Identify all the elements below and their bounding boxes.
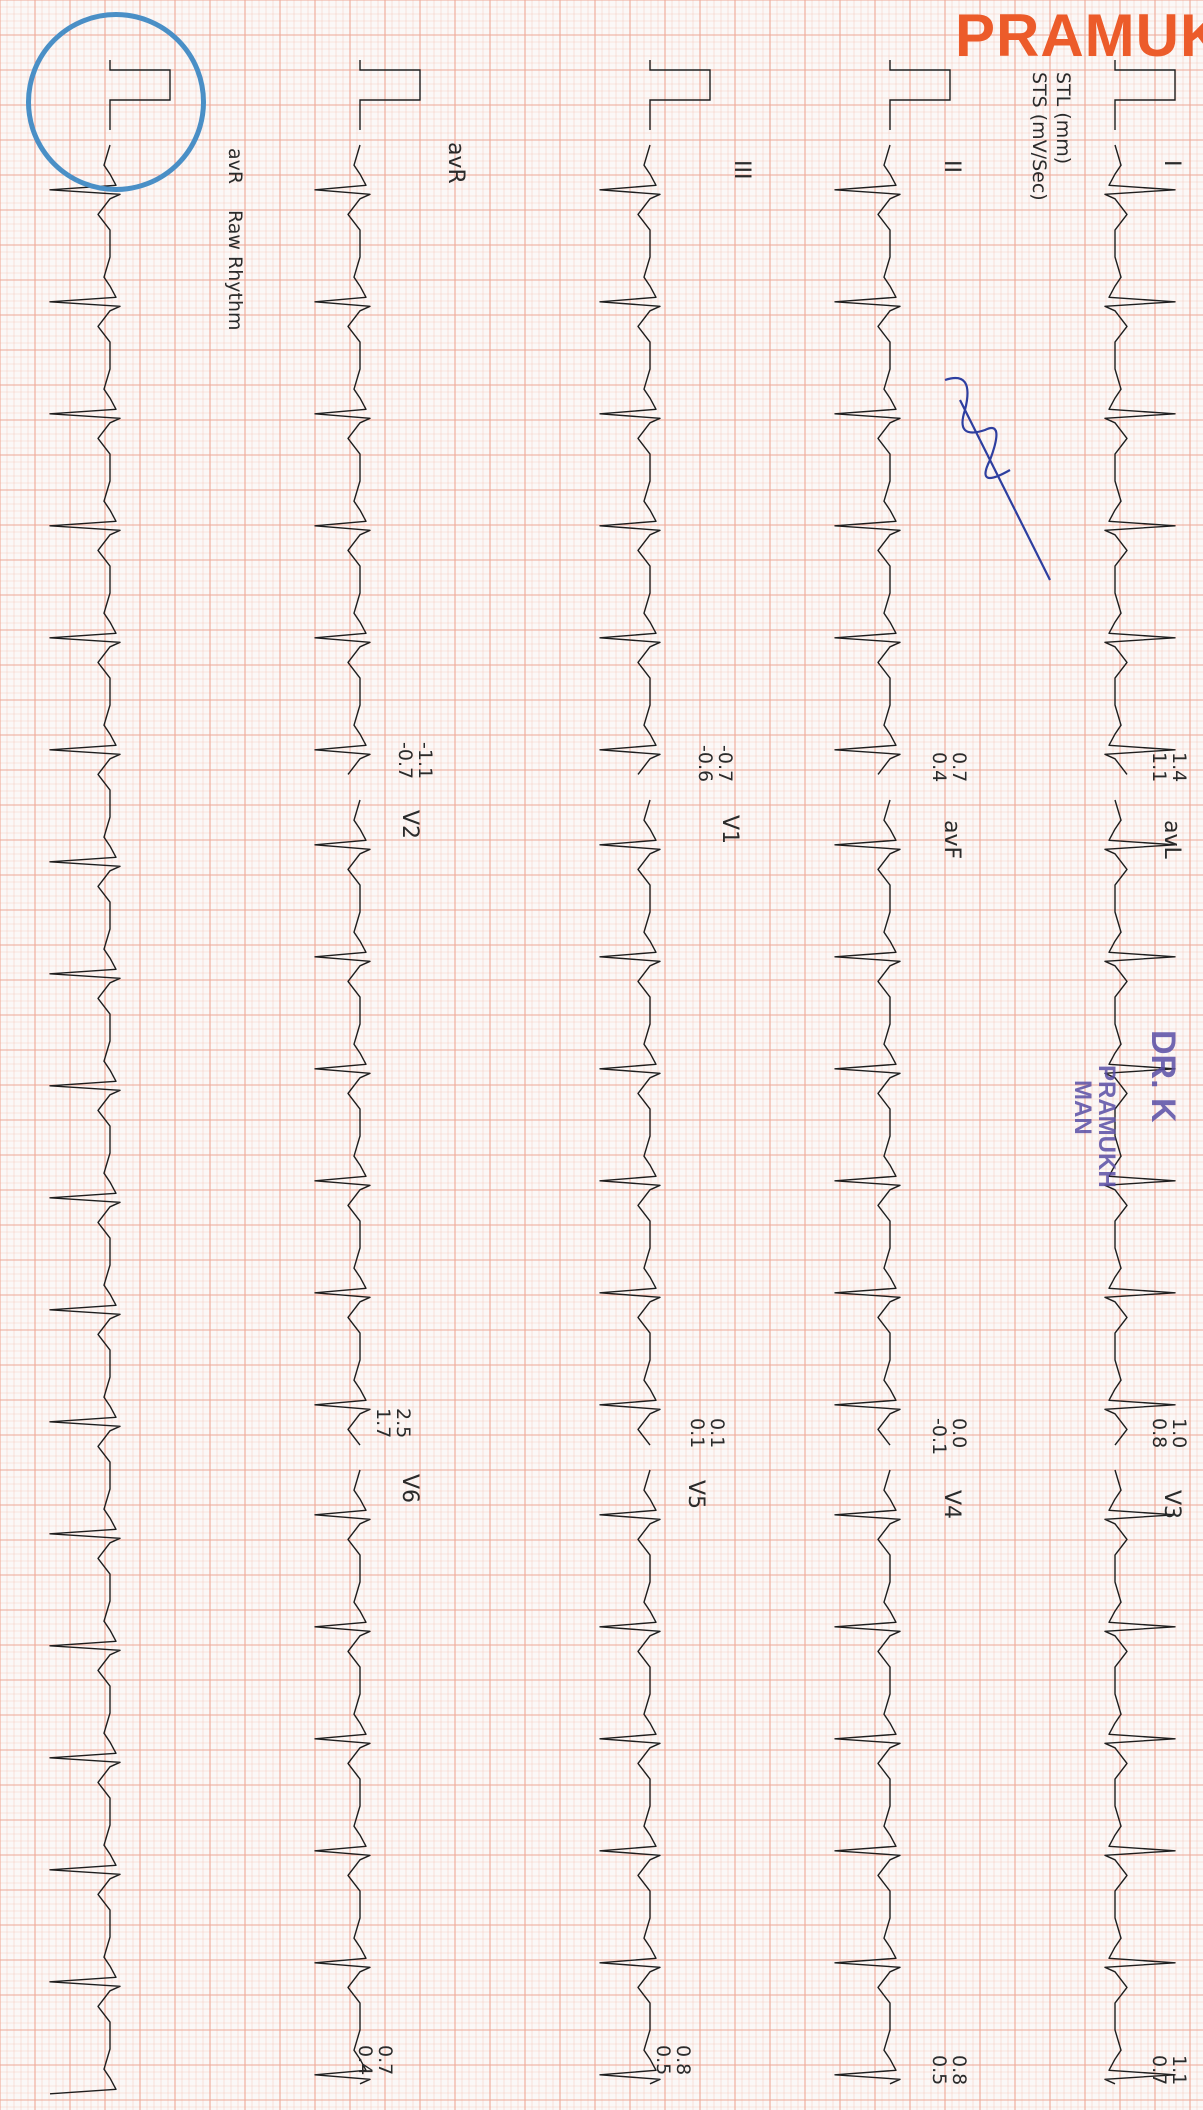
ecg-trace-row-4-seg-3 xyxy=(314,1469,371,2085)
lead-label-V2: V2 xyxy=(397,810,422,840)
sts-value-V3: 0.7 xyxy=(1148,2055,1170,2086)
lead-label-avL: avL xyxy=(1159,820,1184,859)
stl-value-III: -0.7 xyxy=(714,745,736,783)
stl-value-V2: 2.5 xyxy=(392,1408,414,1439)
ecg-trace-row-3-seg-1 xyxy=(599,144,661,775)
calibration-pulse-row-4 xyxy=(359,60,421,130)
ecg-trace-row-1-seg-3 xyxy=(1104,1469,1176,2085)
sts-value-II: 0.4 xyxy=(928,752,950,783)
ecg-trace-row-4-seg-2 xyxy=(314,799,371,1446)
lead-label-V6: V6 xyxy=(397,1474,422,1504)
rhythm-title: Raw Rhythm xyxy=(224,210,246,331)
stl-value-V3: 1.1 xyxy=(1168,2055,1190,2086)
lead-label-II: II xyxy=(939,160,964,173)
ecg-trace-row-3-seg-2 xyxy=(599,799,661,1446)
stamp-name: DR. K xyxy=(1144,1030,1182,1123)
lead-label-V4: V4 xyxy=(939,1490,964,1520)
brand-title: PRAMUK xyxy=(955,2,1203,69)
sts-value-I: 1.1 xyxy=(1148,752,1170,783)
sts-value-avR: -0.7 xyxy=(394,742,416,780)
calibration-pulse-row-2 xyxy=(889,60,951,130)
stl-value-V6: 0.7 xyxy=(374,2045,396,2076)
stl-value-V1: 0.1 xyxy=(706,1418,728,1449)
lead-label-I: I xyxy=(1159,160,1184,167)
ecg-trace-row-3-seg-3 xyxy=(599,1469,661,2085)
rhythm-lead-label: avR xyxy=(224,148,246,185)
logo-circle-icon xyxy=(26,12,206,192)
sts-value-V4: 0.5 xyxy=(928,2055,950,2086)
legend-stl: STL (mm) xyxy=(1052,72,1074,165)
ecg-trace-row-2-seg-1 xyxy=(834,144,901,775)
stl-value-I: 1.4 xyxy=(1168,752,1190,783)
ecg-trace-row-2-seg-3 xyxy=(834,1469,901,2085)
sts-value-V1: 0.1 xyxy=(686,1418,708,1449)
calibration-pulse-row-1 xyxy=(1114,60,1176,130)
lead-label-avF: avF xyxy=(939,820,964,860)
lead-label-V1: V1 xyxy=(717,815,742,845)
ecg-trace-rhythm xyxy=(49,144,121,2095)
signature-scribble xyxy=(944,377,1051,581)
stl-value-II: 0.7 xyxy=(948,752,970,783)
sts-value-avF: -0.1 xyxy=(928,1418,950,1456)
sts-value-V2: 1.7 xyxy=(372,1408,394,1439)
lead-label-III: III xyxy=(729,160,754,180)
stl-value-avL: 1.0 xyxy=(1168,1418,1190,1449)
ecg-trace-row-2-seg-2 xyxy=(834,799,901,1446)
ecg-trace-row-4-seg-1 xyxy=(314,144,371,775)
stl-value-V5: 0.8 xyxy=(672,2045,694,2076)
legend-sts: STS (mV/Sec) xyxy=(1028,72,1050,201)
ecg-trace-row-1-seg-2 xyxy=(1104,799,1176,1446)
stl-value-avR: -1.1 xyxy=(414,742,436,780)
sts-value-avL: 0.8 xyxy=(1148,1418,1170,1449)
lead-label-V3: V3 xyxy=(1159,1490,1184,1520)
lead-label-V5: V5 xyxy=(683,1480,708,1510)
lead-label-avR: avR xyxy=(443,142,468,184)
stl-value-avF: 0.0 xyxy=(948,1418,970,1449)
calibration-pulse-row-3 xyxy=(649,60,711,130)
ecg-trace-row-1-seg-1 xyxy=(1104,144,1176,775)
stl-value-V4: 0.8 xyxy=(948,2055,970,2086)
sts-value-V6: 0.4 xyxy=(354,2045,376,2076)
sts-value-V5: 0.5 xyxy=(652,2045,674,2076)
sts-value-III: -0.6 xyxy=(694,745,716,783)
stamp-line1: PRAMUKH xyxy=(1093,1065,1120,1188)
stamp-line2: MAN xyxy=(1069,1080,1096,1135)
